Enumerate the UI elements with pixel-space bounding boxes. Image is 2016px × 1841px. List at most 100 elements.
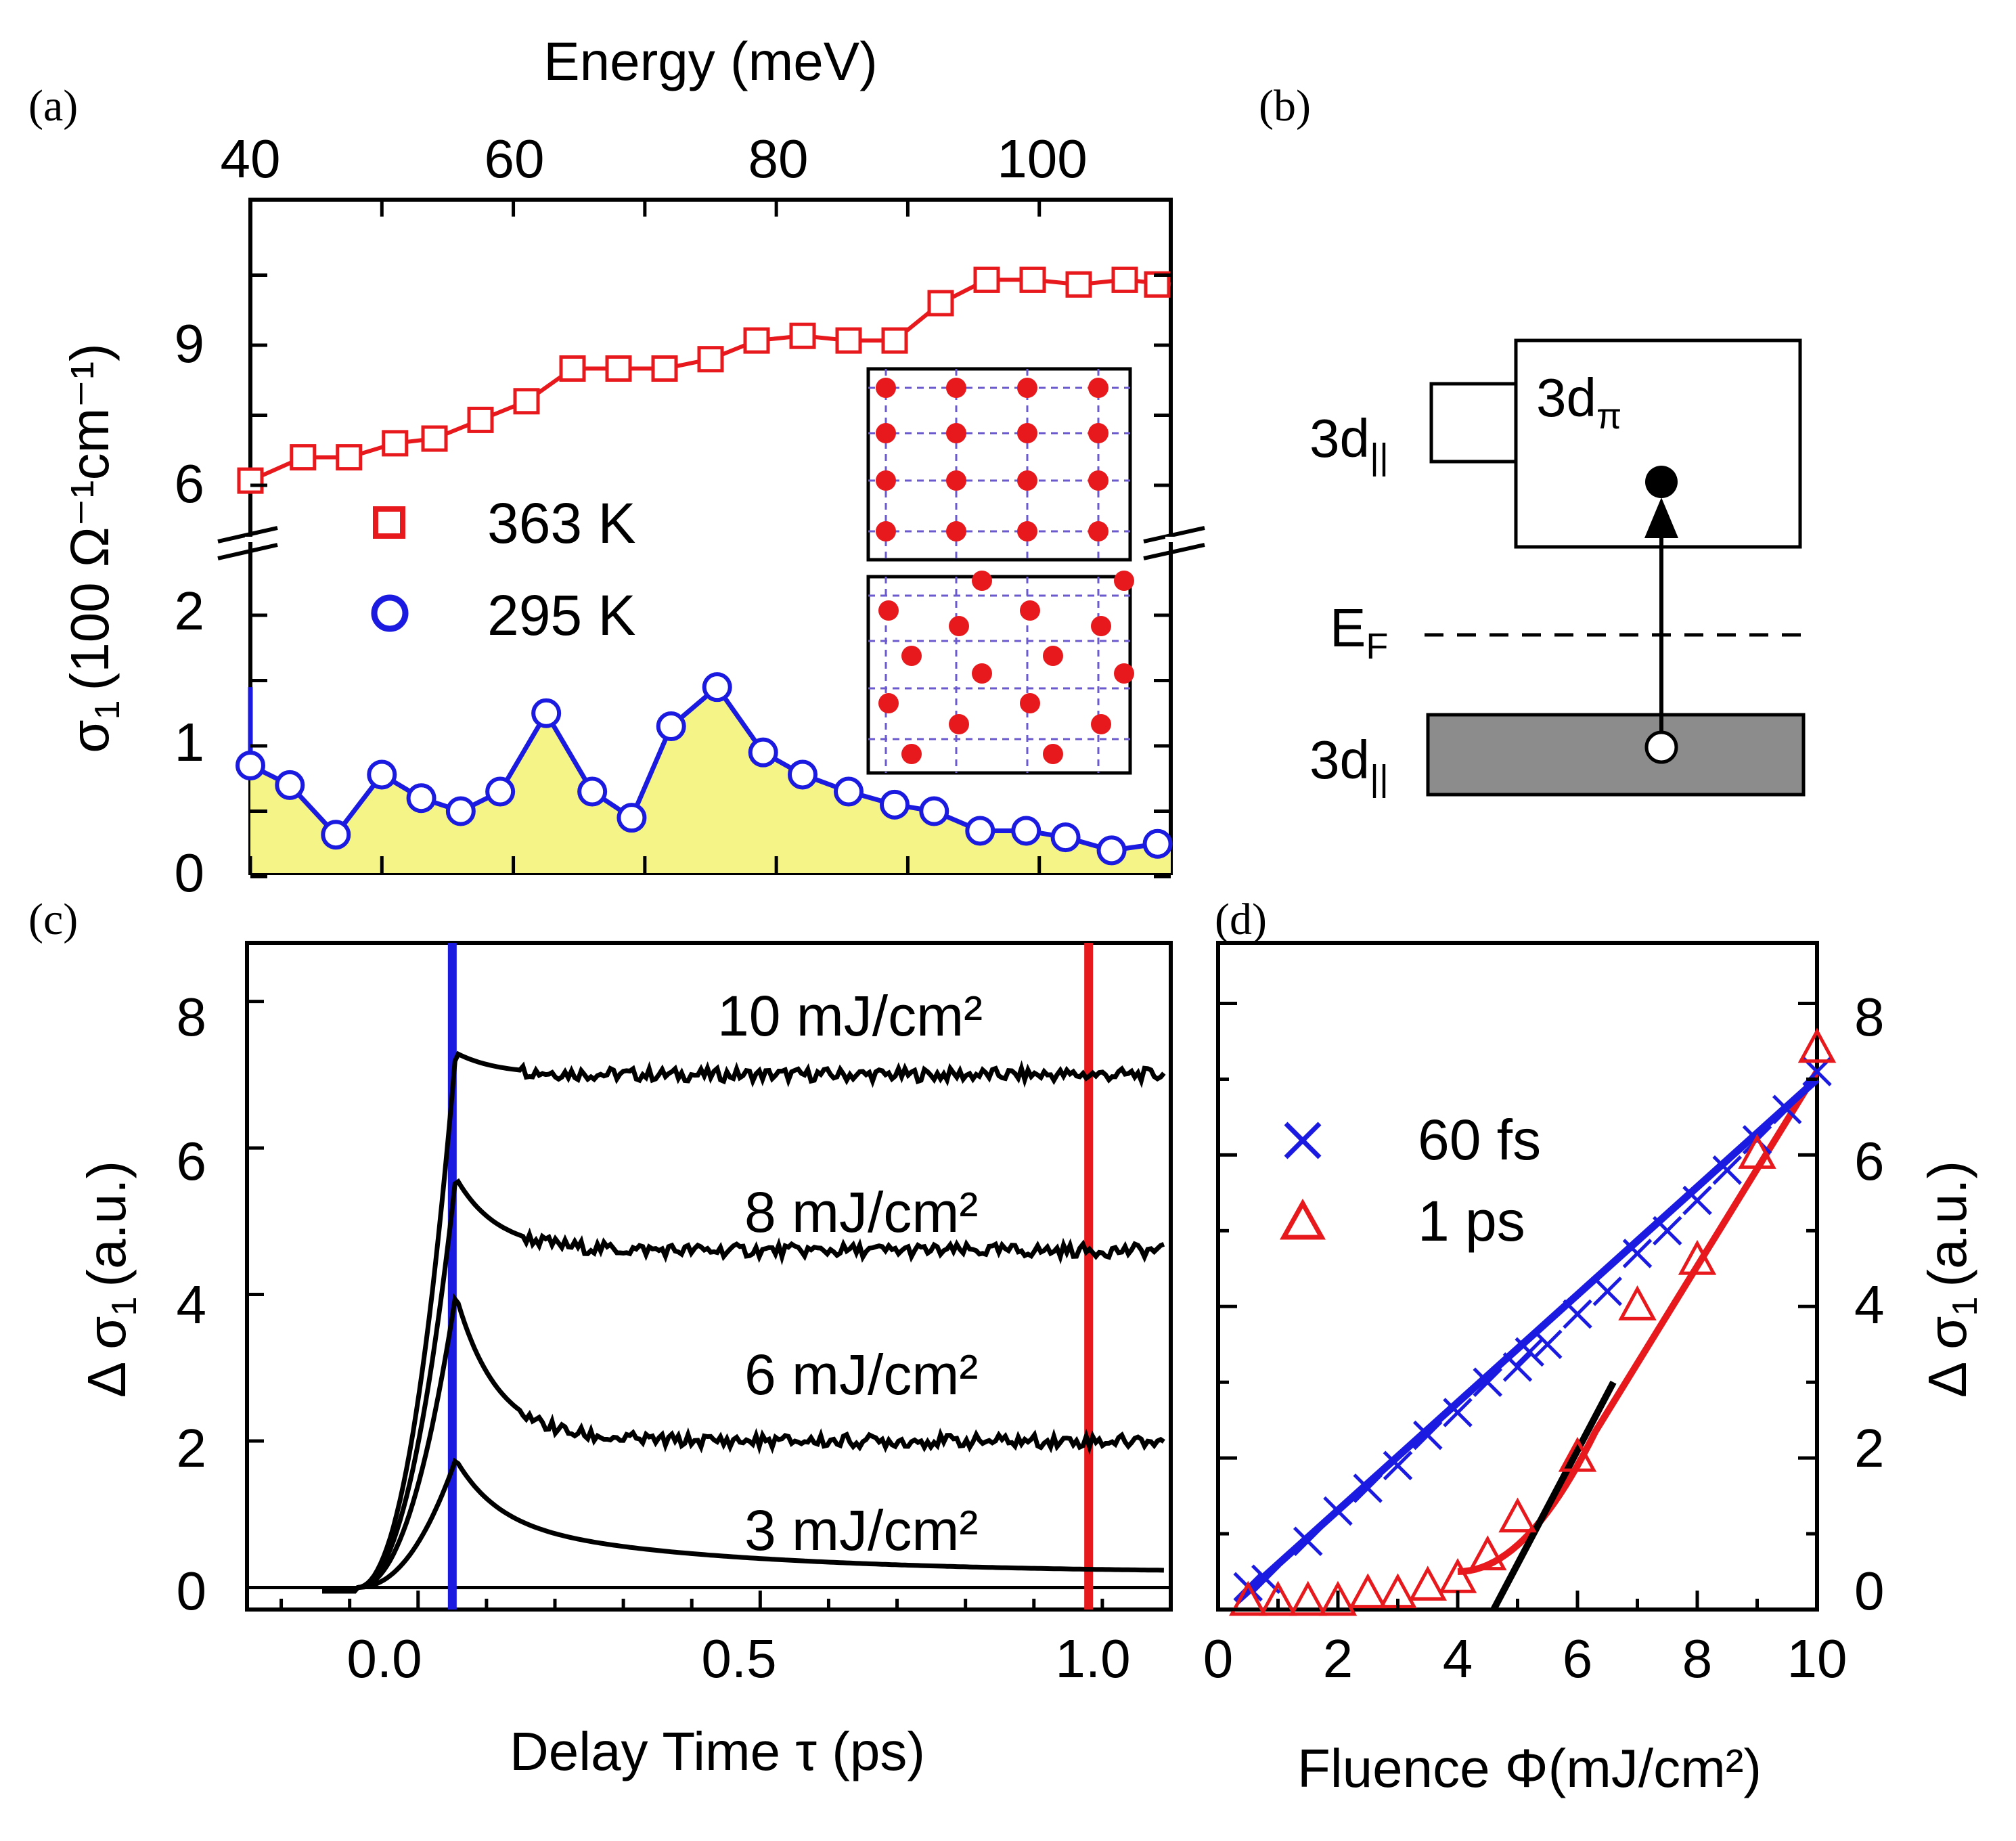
inset-atom	[876, 470, 896, 491]
c-x-tick-label: 0.0	[346, 1628, 422, 1689]
panel-a: 40 60 80 100 Energy (meV) 6 9 0 1 2 σ1(1…	[60, 31, 1205, 903]
point-1ps	[1438, 1558, 1477, 1593]
y-title-sub: 1	[88, 700, 127, 719]
panel-c-ticks	[247, 1000, 1173, 1610]
panel-c-content	[247, 943, 1171, 1610]
inset-frame	[866, 367, 1132, 562]
inset-atom	[1020, 693, 1040, 713]
point-60fs	[1682, 1185, 1712, 1216]
point-295K	[445, 796, 476, 826]
point-60fs	[1443, 1398, 1473, 1427]
point-295K	[965, 816, 995, 846]
top-tick-label: 100	[997, 129, 1087, 189]
c-y-tick-label: 8	[177, 987, 207, 1047]
inset-atom	[1017, 423, 1037, 443]
inset-atom	[1017, 378, 1037, 398]
point-60fs-stroke	[1383, 1450, 1413, 1481]
point-60fs	[1323, 1496, 1353, 1526]
lattice-inset-bottom	[866, 571, 1134, 775]
inset-atom	[876, 423, 896, 443]
lattice-inset-top	[866, 367, 1132, 562]
inset-atom	[876, 378, 896, 398]
inset-atom	[972, 663, 992, 684]
trace-3	[322, 1457, 1164, 1594]
svg-text:Δ σ1(a.u.): Δ σ1(a.u.)	[1917, 1161, 1985, 1398]
d-x-tick-label: 4	[1443, 1628, 1473, 1689]
point-363K	[290, 444, 317, 471]
point-363K	[881, 327, 908, 354]
point-363K	[1065, 271, 1092, 298]
fit-1ps	[1457, 1069, 1820, 1576]
panel-c-y-title: Δ σ1(a.u.)	[76, 1161, 144, 1398]
level-3d-par-lower-band	[1426, 713, 1806, 797]
y-title-units: (100 Ω⁻¹cm⁻¹)	[60, 343, 120, 690]
top-tick-label: 40	[221, 129, 281, 189]
point-363K	[605, 355, 632, 382]
inset-atom	[1114, 571, 1134, 591]
point-1ps	[1558, 1436, 1597, 1472]
point-60fs-stroke	[1772, 1094, 1802, 1125]
inset-atom	[946, 521, 966, 541]
point-60fs	[1712, 1155, 1743, 1185]
point-363K	[743, 327, 770, 354]
level-3d-par-lower-label: 3d||	[1309, 730, 1389, 799]
c-y-tick-label: 2	[177, 1418, 207, 1478]
point-60fs-stroke	[1622, 1239, 1653, 1268]
legend-marker-x	[1284, 1122, 1322, 1159]
point-1ps	[1797, 1027, 1837, 1063]
point-295K	[577, 776, 608, 807]
top-tick-label: 80	[748, 129, 809, 189]
point-363K	[467, 406, 494, 433]
inset-atom	[1043, 646, 1063, 666]
point-295K	[236, 750, 265, 780]
point-60fs	[1622, 1239, 1653, 1268]
panel-d-y-title: Δ σ1(a.u.)	[1917, 1161, 1985, 1398]
point-363K	[513, 388, 540, 415]
panel-c: 0.0 0.5 1.0 Delay Time τ (ps) 0 2 4 6 8 …	[76, 941, 1173, 1781]
inset-atom	[901, 646, 922, 666]
inset-atom	[1088, 521, 1108, 541]
legend-marker-triangle	[1280, 1198, 1326, 1240]
point-363K	[1111, 266, 1138, 293]
point-60fs-stroke	[1592, 1277, 1623, 1306]
inset-atom	[1088, 423, 1108, 443]
trace-2	[322, 1293, 1165, 1594]
point-295K	[1096, 835, 1127, 866]
top-tick-label: 60	[485, 129, 545, 189]
point-60fs	[1592, 1277, 1623, 1306]
point-60fs	[1473, 1367, 1503, 1397]
point-1ps	[1229, 1580, 1268, 1616]
point-60fs-stroke	[1712, 1155, 1743, 1185]
point-295K	[321, 820, 351, 850]
point-363K	[559, 355, 586, 382]
point-1ps	[1318, 1580, 1358, 1616]
y-tick-label-1: 1	[175, 712, 205, 772]
y-tick-label-9: 9	[175, 313, 205, 374]
d-x-axis-title: Fluence Φ(mJ/cm²)	[1297, 1738, 1762, 1798]
svg-text:σ1(100 Ω⁻¹cm⁻¹): σ1 (100 Ω⁻¹cm⁻¹)	[60, 343, 127, 753]
point-1ps	[1498, 1497, 1537, 1533]
legend-marker-circle	[371, 594, 409, 632]
inset-atom	[878, 693, 899, 713]
point-60fs	[1412, 1420, 1443, 1450]
point-363K	[927, 290, 954, 317]
excitation-arrow-head	[1644, 497, 1678, 538]
panel-d-ticks	[1216, 1002, 1819, 1612]
point-1ps	[1469, 1535, 1507, 1571]
point-60fs-stroke	[1323, 1496, 1353, 1526]
legend-marker-square	[373, 506, 405, 539]
panel-d-frame	[1216, 941, 1819, 1612]
c-x-axis-title: Delay Time τ (ps)	[510, 1721, 925, 1781]
point-295K	[406, 783, 436, 814]
point-1ps	[1408, 1566, 1447, 1601]
c-x-tick-label: 1.0	[1055, 1628, 1130, 1689]
point-60fs-stroke	[1251, 1564, 1281, 1594]
inset-atom	[972, 571, 992, 591]
legend-label-363K: 363 K	[487, 491, 636, 555]
d-y-tick-label: 0	[1854, 1561, 1885, 1621]
d-x-tick-label: 6	[1563, 1628, 1593, 1689]
top-axis-title: Energy (meV)	[543, 31, 877, 91]
point-363K	[835, 327, 862, 354]
point-363K	[336, 444, 363, 471]
inset-atom	[1017, 521, 1037, 541]
